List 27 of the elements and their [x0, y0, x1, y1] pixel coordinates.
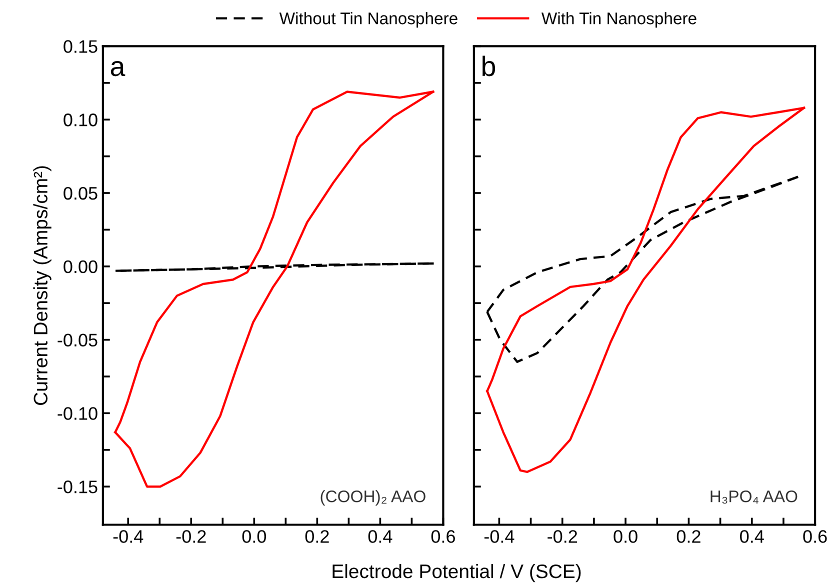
y-tick-label: -0.10: [58, 407, 98, 420]
y-tick-label: -0.15: [58, 480, 98, 494]
y-axis-title: Current Density (Amps/cm²): [33, 166, 52, 405]
annotation: b: [482, 56, 496, 76]
annotation: (COOH)₂ AAO: [320, 490, 426, 506]
y-tick-label: 0.00: [64, 260, 98, 274]
annotation: a: [110, 60, 126, 76]
x-axis-title: Electrode Potential / V (SCE): [332, 564, 581, 582]
x-tick-label: 0.4: [368, 530, 392, 543]
y-tick-label: -0.05: [58, 334, 98, 347]
annotation: H₃PO₄ AAO: [710, 490, 798, 504]
x-tick-label: 0.0: [614, 530, 638, 543]
y-tick-label: 0.15: [64, 40, 98, 53]
y-tick-label: 0.10: [64, 114, 98, 126]
legend-label: Without Tin Nanosphere: [279, 12, 458, 28]
x-tick-label: 0.2: [676, 530, 700, 543]
x-tick-label: 0.2: [305, 530, 329, 543]
x-tick-label: 0.0: [242, 530, 266, 543]
legend-label: With Tin Nanosphere: [541, 12, 696, 28]
x-tick-label: 0.6: [431, 530, 455, 543]
x-tick-label: -0.2: [176, 530, 206, 543]
x-tick-label: -0.4: [113, 530, 144, 543]
x-tick-label: -0.2: [548, 530, 578, 543]
x-tick-label: 0.4: [740, 530, 764, 543]
x-tick-label: 0.6: [803, 530, 827, 543]
y-tick-label: 0.05: [64, 186, 98, 200]
x-tick-label: -0.4: [484, 530, 514, 543]
